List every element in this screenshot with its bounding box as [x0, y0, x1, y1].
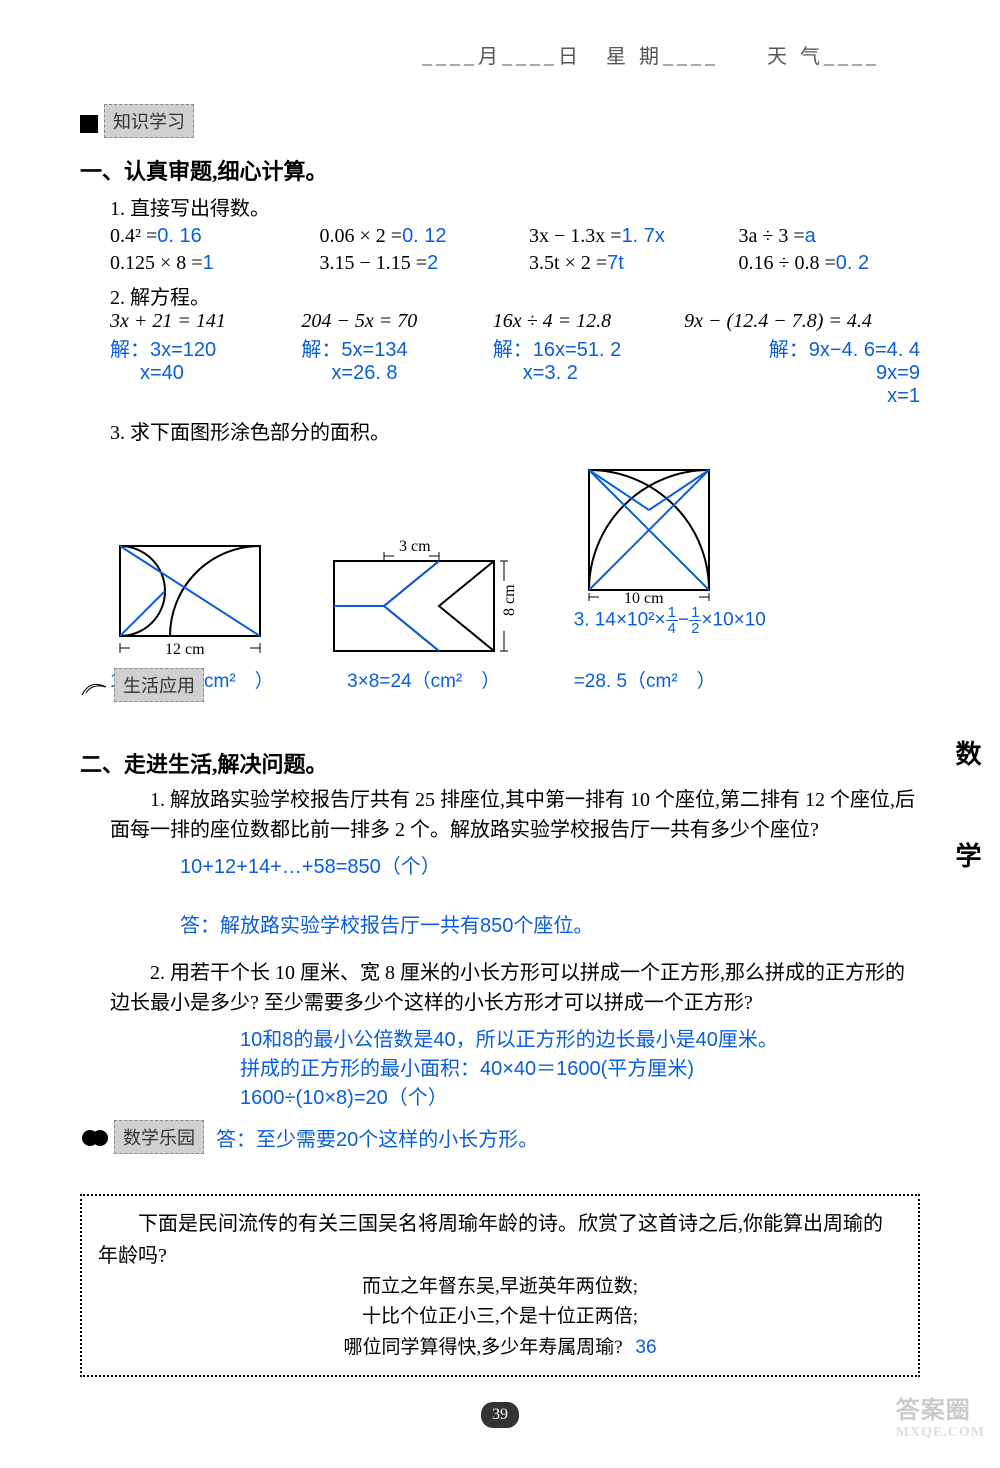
owl-icon — [80, 1126, 110, 1148]
expr: 3a ÷ 3 = — [739, 225, 805, 248]
step: 解：5x=134 — [301, 333, 482, 362]
ans: 7t — [607, 252, 624, 274]
badge-label: 生活应用 — [114, 668, 204, 702]
badge-knowledge: 知识学习 — [80, 94, 920, 148]
side-subject-label: 数 学 — [948, 740, 985, 893]
page-number: 39 — [481, 1402, 519, 1428]
expr: 3.5t × 2 = — [529, 252, 607, 275]
ans: 1 — [203, 252, 214, 274]
p2-w1: 10和8的最小公倍数是40，所以正方形的边长最小是40厘米。 — [240, 1023, 920, 1052]
expr: 3.15 − 1.15 = — [320, 252, 428, 275]
step: 9x=9 — [684, 362, 920, 385]
eq: 9x − (12.4 − 7.8) = 4.4 — [684, 310, 920, 333]
p2-answer: 答：至少需要20个这样的小长方形。 — [216, 1123, 538, 1152]
step: x=1 — [684, 385, 920, 408]
watermark-url: MXQE.COM — [896, 1425, 985, 1441]
p1-work: 10+12+14+…+58=850（个） — [180, 850, 920, 879]
figure-2: 3 cm 8 cm 3×8=24（cm² ） — [314, 536, 534, 693]
part: − — [678, 610, 689, 631]
step: x=26. 8 — [331, 362, 482, 385]
poem-text: 哪位同学算得快,多少年寿属周瑜? — [343, 1337, 622, 1358]
problem-1: 1. 解放路实验学校报告厅共有 25 排座位,其中第一排有 10 个座位,第二排… — [110, 785, 920, 845]
q2-label: 2. 解方程。 — [110, 281, 920, 310]
step: 解：3x=120 — [110, 333, 291, 362]
ans: 2 — [427, 252, 438, 274]
part: 3. 14×10²× — [574, 610, 666, 631]
p2-w3: 1600÷(10×8)=20（个） — [240, 1081, 920, 1110]
watermark-text: 答案圈 — [896, 1390, 985, 1425]
expr: 0.06 × 2 = — [320, 225, 403, 248]
ans: 1. 7x — [622, 225, 665, 247]
shape-diagram-icon: 3 cm 8 cm — [314, 536, 534, 666]
svg-text:3 cm: 3 cm — [399, 538, 431, 555]
box-answer: 36 — [635, 1337, 656, 1358]
badge-math: 数学乐园 答：至少需要20个这样的小长方形。 — [80, 1110, 920, 1164]
poem-line: 而立之年督东吴,早逝英年两位数; — [98, 1272, 902, 1302]
fig2-answer: 3×8=24（cm² ） — [314, 666, 534, 693]
step: x=3. 2 — [523, 362, 674, 385]
q1-row1: 0.4² =0. 16 0.06 × 2 =0. 12 3x − 1.3x =1… — [110, 225, 920, 248]
section2-title: 二、走进生活,解决问题。 — [80, 747, 920, 779]
svg-text:8 cm: 8 cm — [501, 584, 518, 616]
q1-row2: 0.125 × 8 =1 3.15 − 1.15 =2 3.5t × 2 =7t… — [110, 252, 920, 275]
step: x=40 — [140, 362, 291, 385]
swirl-icon — [80, 677, 110, 699]
shape-diagram-icon: 12 cm — [110, 536, 270, 666]
ans: 0. 2 — [836, 252, 869, 274]
badge-label: 知识学习 — [104, 104, 194, 138]
header-date: ____月____日 星 期____ 天 气____ — [80, 40, 920, 69]
figure-3: 10 cm 3. 14×10²×14−12×10×10 =28. 5（cm² ） — [574, 465, 766, 693]
q3-label: 3. 求下面图形涂色部分的面积。 — [110, 416, 920, 445]
part: ×10×10 — [701, 610, 765, 631]
fig3-answer1: 3. 14×10²×14−12×10×10 — [574, 605, 766, 636]
p2-w2: 拼成的正方形的最小面积：40×40＝1600(平方厘米) — [240, 1052, 920, 1081]
expr: 0.125 × 8 = — [110, 252, 203, 275]
eq: 16x ÷ 4 = 12.8 — [493, 310, 674, 333]
section1-title: 一、认真审题,细心计算。 — [80, 154, 920, 186]
flag-icon — [80, 115, 98, 133]
problem-2: 2. 用若干个长 10 厘米、宽 8 厘米的小长方形可以拼成一个正方形,那么拼成… — [110, 958, 920, 1018]
q1-label: 1. 直接写出得数。 — [110, 192, 920, 221]
svg-text:10 cm: 10 cm — [624, 590, 664, 605]
ans: 0. 16 — [157, 225, 201, 247]
poem-line: 十比个位正小三,个是十位正两倍; — [98, 1302, 902, 1332]
width-label: 12 cm — [165, 641, 205, 658]
shape-diagram-icon: 10 cm — [574, 465, 734, 605]
puzzle-box: 下面是民间流传的有关三国吴名将周瑜年龄的诗。欣赏了这首诗之后,你能算出周瑜的年龄… — [80, 1194, 920, 1377]
eq: 204 − 5x = 70 — [301, 310, 482, 333]
badge-label: 数学乐园 — [114, 1120, 204, 1154]
p1-answer: 答：解放路实验学校报告厅一共有850个座位。 — [180, 909, 920, 938]
step: 解：16x=51. 2 — [493, 333, 674, 362]
expr: 0.4² = — [110, 225, 157, 248]
expr: 3x − 1.3x = — [529, 225, 622, 248]
equation-group: 3x + 21 = 141 解：3x=120 x=40 204 − 5x = 7… — [110, 310, 920, 408]
ans: 0. 12 — [402, 225, 446, 247]
box-intro: 下面是民间流传的有关三国吴名将周瑜年龄的诗。欣赏了这首诗之后,你能算出周瑜的年龄… — [98, 1208, 902, 1272]
step: 解：9x−4. 6=4. 4 — [684, 333, 920, 362]
fig3-answer2: =28. 5（cm² ） — [574, 666, 766, 693]
eq: 3x + 21 = 141 — [110, 310, 291, 333]
watermark: 答案圈 MXQE.COM — [896, 1390, 985, 1441]
expr: 0.16 ÷ 0.8 = — [739, 252, 836, 275]
ans: a — [805, 225, 816, 247]
poem-line: 哪位同学算得快,多少年寿属周瑜? 36 — [98, 1333, 902, 1363]
